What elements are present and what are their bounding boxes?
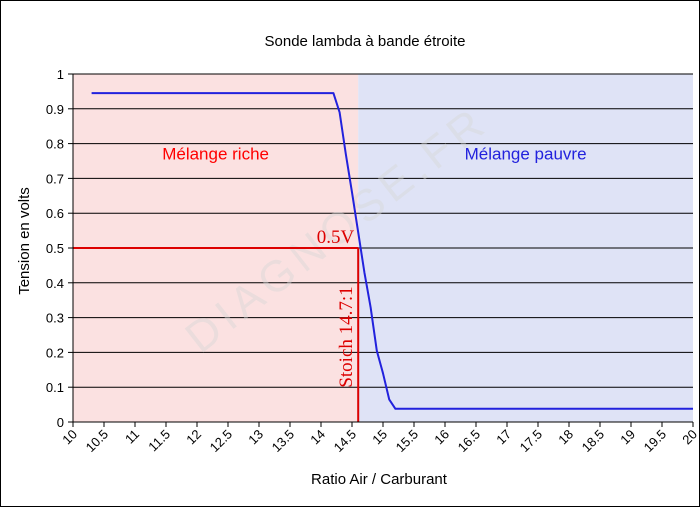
y-tick-label-0: 0	[57, 415, 64, 430]
x-tick-label-4: 12	[183, 427, 204, 448]
x-tick-label-20: 20	[679, 427, 700, 448]
x-tick-label-8: 14	[307, 427, 328, 448]
x-tick-label-1: 10.5	[83, 427, 112, 456]
y-tick-label-10: 1	[57, 67, 64, 82]
y-tick-label-4: 0.4	[46, 276, 64, 291]
y-axis-title: Tension en volts	[16, 187, 33, 295]
x-axis-title: Ratio Air / Carburant	[311, 471, 448, 488]
x-tick-label-10: 15	[369, 427, 390, 448]
x-tick-label-3: 11.5	[145, 427, 173, 455]
x-tick-label-11: 15.5	[393, 427, 422, 456]
x-tick-label-15: 17.5	[517, 427, 546, 456]
y-tick-label-3: 0.3	[46, 311, 64, 326]
x-tick-label-9: 14.5	[331, 427, 360, 456]
region-label-1: Mélange pauvre	[465, 144, 587, 163]
x-tick-label-5: 12.5	[207, 427, 236, 456]
series-line-0	[91, 92, 693, 410]
y-tick-label-6: 0.6	[46, 206, 64, 221]
x-tick-label-2: 11	[122, 427, 142, 447]
y-tick-label-9: 0.9	[46, 102, 64, 117]
y-tick-label-1: 0.1	[46, 380, 64, 395]
y-tick-label-8: 0.8	[46, 137, 64, 152]
y-tick-label-2: 0.2	[46, 345, 64, 360]
y-tick-label-7: 0.7	[46, 171, 64, 186]
x-tick-label-7: 13.5	[269, 427, 298, 456]
x-tick-label-13: 16.5	[455, 427, 484, 456]
y-tick-label-5: 0.5	[46, 241, 64, 256]
x-tick-label-19: 19.5	[641, 427, 670, 456]
region-label-0: Mélange riche	[162, 144, 269, 163]
chart-title: Sonde lambda à bande étroite	[265, 33, 466, 50]
x-tick-label-17: 18.5	[579, 427, 608, 456]
x-tick-label-14: 17	[493, 427, 514, 448]
stoich-annotation: Stoich 14.7:1	[336, 286, 357, 387]
x-tick-label-6: 13	[245, 427, 266, 448]
x-tick-label-12: 16	[431, 427, 452, 448]
x-tick-label-16: 18	[555, 427, 576, 448]
x-tick-label-18: 19	[617, 427, 638, 448]
voltage-annotation: 0.5V	[317, 227, 355, 248]
